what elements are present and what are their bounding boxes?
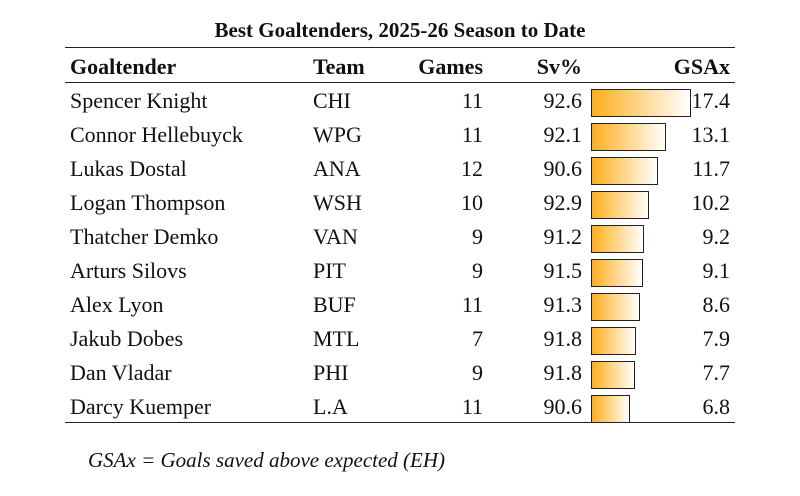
header-games: Games	[418, 54, 483, 79]
team: BUF	[313, 292, 356, 317]
bottom-rule	[65, 422, 735, 423]
header-sv: Sv%	[536, 54, 582, 79]
header-team: Team	[313, 54, 365, 79]
gsax-bar	[591, 259, 644, 287]
games: 11	[461, 292, 483, 317]
gsax-bar	[591, 123, 666, 151]
gsax-bar	[591, 225, 644, 253]
gsax-bar	[591, 327, 637, 355]
gsax-bar	[591, 157, 658, 185]
gsax-value: 13.1	[691, 122, 731, 147]
header-gsax: GSAx	[673, 54, 730, 79]
gsax-value: 8.6	[702, 292, 731, 317]
header-rule	[65, 82, 735, 83]
save-percentage: 91.2	[543, 224, 583, 249]
gsax-value: 9.1	[702, 258, 731, 283]
goaltender-name: Thatcher Demko	[70, 224, 219, 249]
gsax-bar	[591, 395, 630, 423]
table-title: Best Goaltenders, 2025-26 Season to Date	[214, 18, 586, 42]
gsax-bar	[591, 361, 636, 389]
games: 9	[472, 224, 483, 249]
save-percentage: 90.6	[543, 394, 583, 419]
gsax-value: 7.9	[702, 326, 731, 351]
gsax-value: 17.4	[691, 88, 731, 113]
footnote: GSAx = Goals saved above expected (EH)	[88, 448, 446, 472]
save-percentage: 91.8	[543, 326, 583, 351]
save-percentage: 92.6	[543, 88, 583, 113]
gsax-value: 7.7	[702, 360, 731, 385]
save-percentage: 91.8	[543, 360, 583, 385]
gsax-value: 11.7	[692, 156, 730, 181]
gsax-value: 9.2	[702, 224, 731, 249]
games: 9	[472, 258, 483, 283]
gsax-bar	[591, 191, 650, 219]
team: WSH	[313, 190, 362, 215]
save-percentage: 92.9	[543, 190, 583, 215]
team: CHI	[313, 88, 351, 113]
goaltender-name: Lukas Dostal	[70, 156, 187, 181]
gsax-bar	[591, 89, 691, 117]
top-rule	[65, 47, 735, 48]
goaltender-name: Arturs Silovs	[70, 258, 187, 283]
team: VAN	[313, 224, 358, 249]
team: MTL	[313, 326, 360, 351]
games: 7	[472, 326, 483, 351]
goaltender-name: Spencer Knight	[70, 88, 208, 113]
goaltender-name: Dan Vladar	[70, 360, 172, 385]
gsax-bar	[591, 293, 641, 321]
games: 9	[472, 360, 483, 385]
goaltender-name: Alex Lyon	[70, 292, 164, 317]
team: ANA	[313, 156, 361, 181]
gsax-value: 6.8	[702, 394, 731, 419]
save-percentage: 92.1	[543, 122, 583, 147]
games: 11	[461, 122, 483, 147]
gsax-value: 10.2	[691, 190, 731, 215]
games: 11	[461, 88, 483, 113]
save-percentage: 90.6	[543, 156, 583, 181]
team: WPG	[313, 122, 362, 147]
games: 11	[461, 394, 483, 419]
goaltender-name: Jakub Dobes	[70, 326, 184, 351]
games: 12	[461, 156, 483, 181]
goaltender-name: Logan Thompson	[70, 190, 226, 215]
save-percentage: 91.5	[543, 258, 583, 283]
save-percentage: 91.3	[543, 292, 583, 317]
goaltender-name: Darcy Kuemper	[70, 394, 212, 419]
header-goaltender: Goaltender	[70, 54, 177, 79]
team: PIT	[313, 258, 346, 283]
games: 10	[461, 190, 483, 215]
goaltender-name: Connor Hellebuyck	[70, 122, 243, 147]
team: L.A	[313, 394, 348, 419]
team: PHI	[313, 360, 349, 385]
